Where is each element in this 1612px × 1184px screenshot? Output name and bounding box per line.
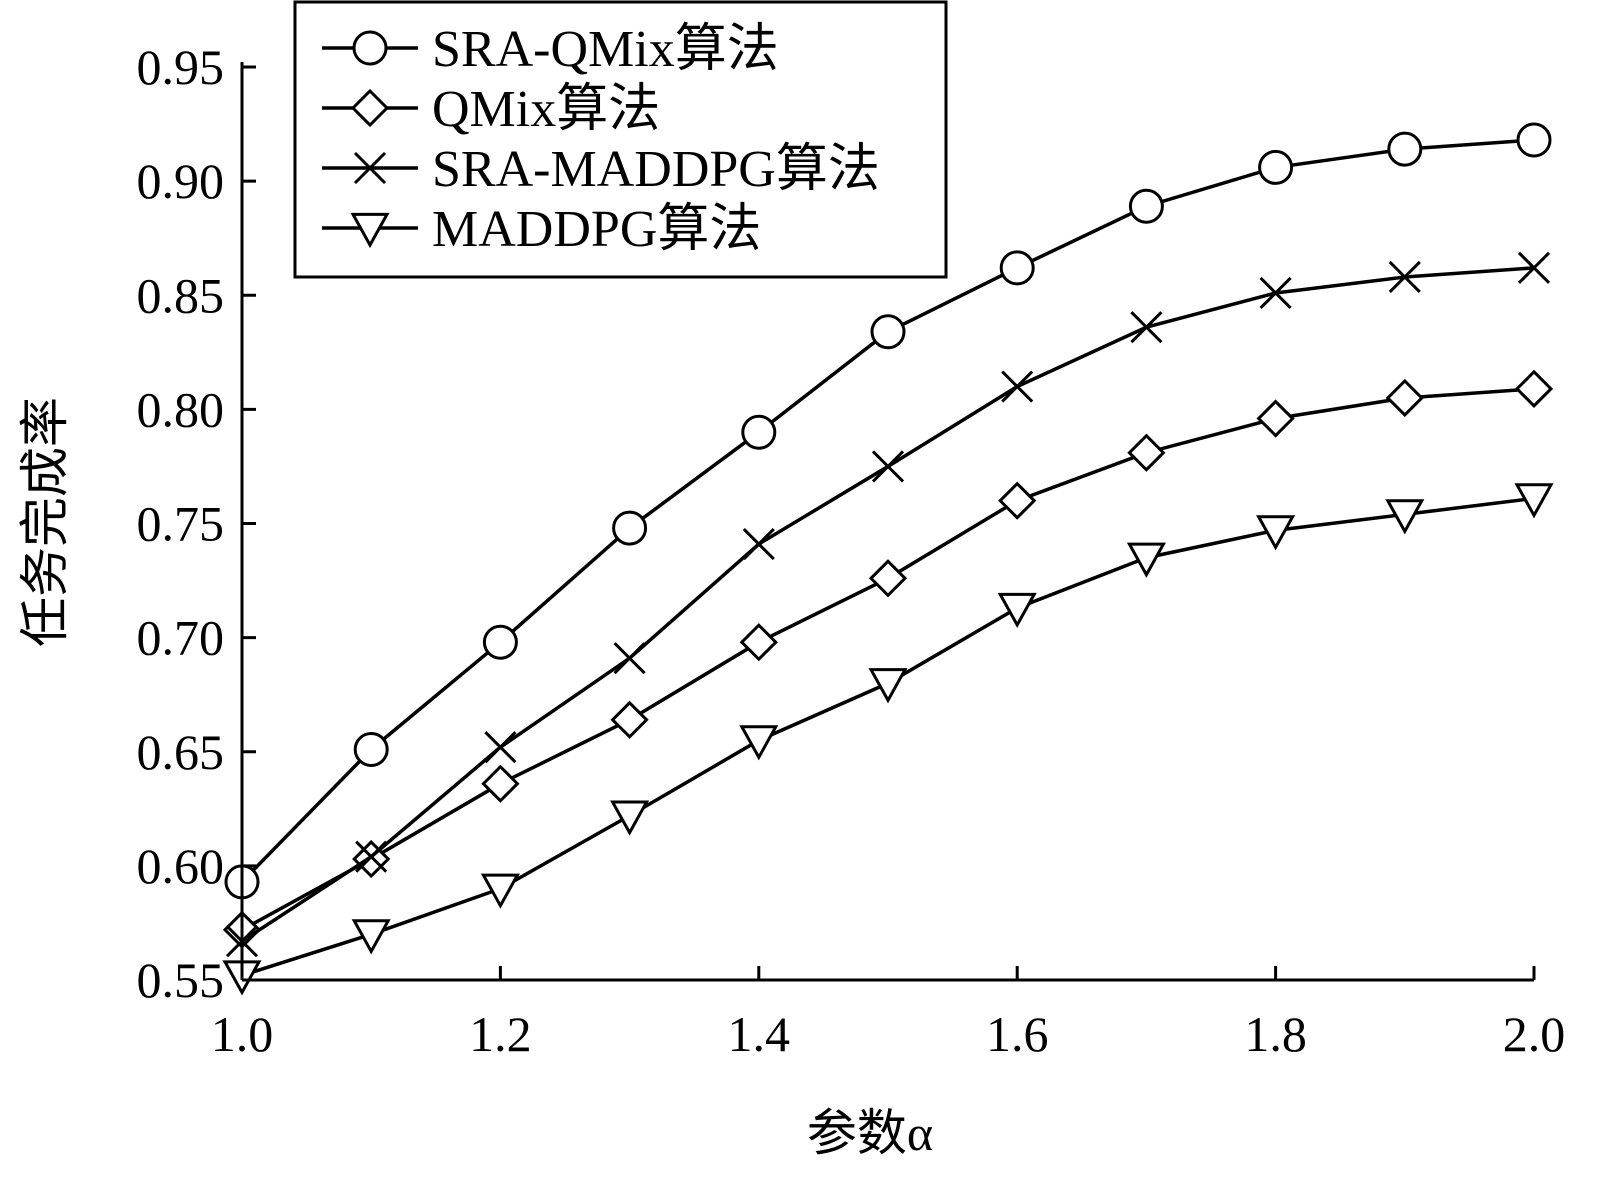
x-tick-label: 2.0 (1503, 1006, 1566, 1062)
data-point (1127, 433, 1166, 472)
data-point (739, 725, 779, 761)
legend-box (293, 0, 948, 279)
x-tick-label: 1.4 (728, 1006, 791, 1062)
legend-item: MADDPG算法 (322, 201, 761, 258)
data-point (997, 592, 1037, 629)
data-point (742, 527, 775, 561)
y-tick-label: 0.95 (137, 39, 225, 95)
data-point (480, 873, 520, 909)
legend-marker (353, 151, 387, 185)
y-axis-title: 任务完成率 (17, 397, 73, 647)
legend-marker (352, 30, 388, 66)
y-tick-label: 0.75 (137, 496, 225, 552)
axes: 0.55 0.60 0.65 0.70 0.75 0.80 0.85 0.90 0.95 1.0 1… (137, 39, 1566, 1062)
data-point (871, 450, 905, 483)
x-tick-label: 1.2 (469, 1006, 532, 1062)
data-point (868, 559, 908, 598)
data-point (739, 623, 778, 662)
legend-label: QMix算法 (432, 81, 660, 138)
data-point (1387, 131, 1423, 167)
data-point (1517, 251, 1551, 284)
legend-label: SRA-MADDPG算法 (432, 141, 880, 198)
legend-item: QMix算法 (322, 81, 660, 138)
data-point (484, 731, 517, 764)
data-point (1001, 370, 1034, 403)
data-point (1516, 122, 1552, 158)
data-point (613, 642, 646, 675)
y-tick-label: 0.55 (137, 952, 225, 1008)
data-point (868, 668, 908, 704)
data-point (1514, 483, 1554, 519)
data-point (612, 510, 648, 546)
legend-label: SRA-QMix算法 (432, 21, 779, 78)
y-tick-label: 0.80 (137, 381, 225, 437)
data-point (482, 624, 518, 660)
data-point (1130, 311, 1163, 344)
data-point (351, 919, 391, 955)
data-point (1388, 260, 1421, 294)
legend-item: SRA-MADDPG算法 (322, 141, 880, 198)
y-tick-label: 0.60 (137, 838, 225, 894)
series-line (241, 266, 1535, 943)
data-point (1385, 378, 1424, 418)
series-diamond (222, 369, 1554, 949)
y-tick-label: 0.65 (137, 724, 225, 780)
data-point (355, 840, 388, 873)
data-point (610, 800, 650, 836)
data-point (610, 700, 649, 739)
y-tick-label: 0.85 (137, 267, 225, 323)
legend-item: SRA-QMix算法 (322, 21, 779, 78)
data-point (998, 481, 1037, 520)
y-tick-label: 0.90 (137, 153, 225, 209)
x-tick-label: 1.6 (986, 1006, 1049, 1062)
data-point (353, 731, 389, 767)
data-point (1128, 188, 1164, 224)
x-tick-label: 1.0 (211, 1006, 274, 1062)
x-axis-title: 参数α (807, 1105, 933, 1161)
data-point (870, 314, 906, 350)
data-point (1256, 515, 1296, 551)
series-x (225, 251, 1551, 958)
legend-label: MADDPG算法 (432, 201, 761, 258)
legend-marker (350, 212, 390, 249)
series-line (241, 387, 1535, 932)
series-triangle-down (222, 483, 1554, 996)
x-tick-label: 1.8 (1244, 1006, 1307, 1062)
data-point (1385, 499, 1425, 535)
data-point (1126, 542, 1166, 578)
data-point (999, 250, 1035, 286)
data-point (481, 764, 520, 803)
data-point (1256, 399, 1295, 438)
y-tick-label: 0.70 (137, 610, 225, 666)
legend-marker (350, 88, 390, 128)
data-point (1258, 149, 1294, 185)
data-point (741, 414, 777, 450)
data-point (1514, 369, 1554, 408)
series-circle (224, 122, 1552, 900)
plot-area (222, 122, 1554, 996)
data-point (1259, 276, 1292, 310)
